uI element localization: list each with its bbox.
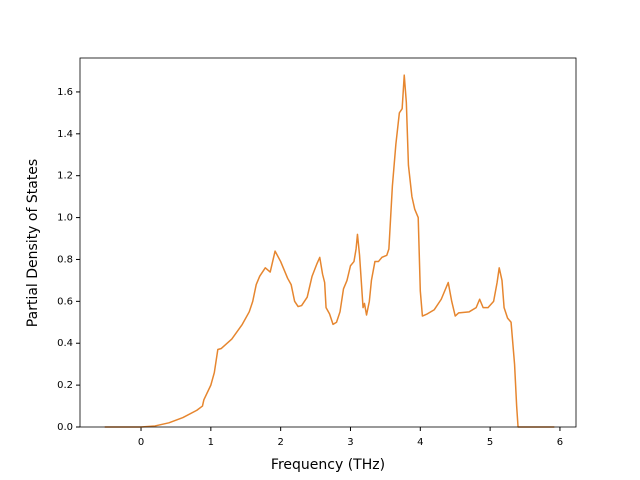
y-tick-label: 0.6	[57, 296, 73, 307]
y-tick-label: 0.0	[57, 422, 73, 433]
x-tick-label: 0	[138, 437, 144, 448]
x-tick-label: 3	[347, 437, 353, 448]
x-tick-label: 4	[417, 437, 423, 448]
y-axis-label: Partial Density of States	[25, 159, 41, 327]
x-tick-label: 2	[277, 437, 283, 448]
y-tick-label: 1.6	[57, 87, 73, 98]
x-tick-label: 1	[208, 437, 214, 448]
plot-frame	[79, 57, 577, 428]
x-tick-label: 6	[557, 437, 563, 448]
y-tick-label: 0.4	[57, 338, 73, 349]
y-tick-label: 1.4	[57, 129, 73, 140]
y-tick-label: 1.0	[57, 213, 73, 224]
data-line	[104, 74, 555, 428]
y-tick-label: 1.2	[57, 171, 73, 182]
y-tick-label: 0.8	[57, 254, 73, 265]
x-axis-label: Frequency (THz)	[271, 457, 385, 473]
y-tick-label: 0.2	[57, 380, 73, 391]
x-tick-label: 5	[487, 437, 493, 448]
